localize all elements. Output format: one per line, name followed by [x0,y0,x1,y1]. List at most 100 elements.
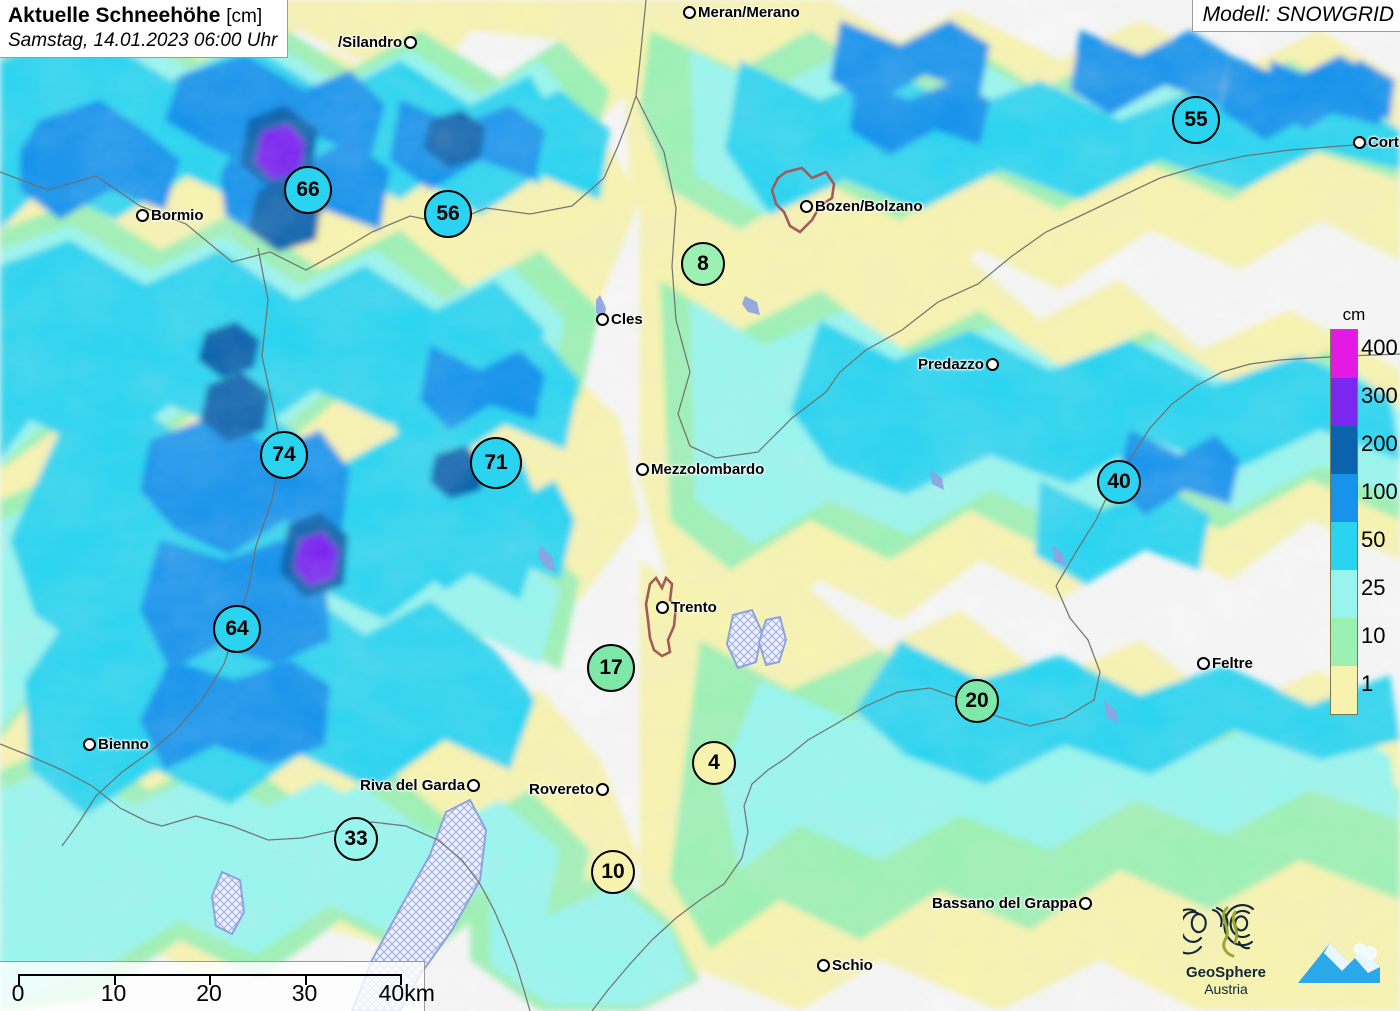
legend-swatch-100 [1331,474,1357,522]
city-label[interactable]: /Silandro [338,34,418,51]
city-name: /Silandro [338,34,403,51]
city-name: Schio [832,957,873,974]
legend: cm 400 300 200 100 50 25 10 1 [1327,305,1398,715]
city-label[interactable]: Predazzo [918,357,999,372]
city-marker-icon [636,463,649,476]
scale-label-30: 30 [291,980,318,1006]
city-marker-icon [817,959,830,972]
station-marker[interactable]: 40 [1097,460,1141,504]
legend-colorbar [1330,329,1358,715]
legend-tick-labels: 400 300 200 100 50 25 10 1 [1361,305,1400,715]
geosphere-swirl-icon [1169,904,1255,958]
station-marker[interactable]: 64 [213,605,261,653]
geosphere-austria-logo: GeoSphere Austria [1169,902,1274,997]
station-value: 71 [484,451,508,474]
city-name: Mezzolombardo [651,461,765,478]
city-marker-icon [656,601,669,614]
model-label: Modell: SNOWGRID [1202,3,1394,26]
legend-label-400: 400 [1361,335,1398,360]
city-marker-icon [596,783,610,796]
station-value: 66 [296,178,320,201]
station-value: 40 [1107,470,1131,493]
station-value: 10 [601,860,625,883]
snow-mountain-icon [1298,943,1380,983]
city-marker-icon [1197,657,1210,670]
city-name: Bormio [151,207,204,224]
city-marker-icon [1353,136,1366,149]
station-value: 8 [697,252,709,275]
city-name: Feltre [1212,655,1253,672]
city-label[interactable]: Meran/Merano [683,5,800,20]
scale-tick-20 [209,974,211,985]
legend-swatch-200 [1331,426,1357,474]
legend-label-300: 300 [1361,383,1398,408]
station-marker[interactable]: 17 [587,644,635,692]
city-marker-icon [83,738,96,751]
legend-swatch-1 [1331,666,1357,714]
station-marker[interactable]: 4 [692,741,736,785]
city-label[interactable]: Rovereto [529,781,610,798]
station-marker[interactable]: 56 [424,190,472,238]
city-label[interactable]: Bienno [83,737,149,752]
legend-swatch-50 [1331,522,1357,570]
city-label[interactable]: Trento [656,600,717,615]
station-marker[interactable]: 20 [955,679,999,723]
city-label[interactable]: Bassano del Grappa [932,896,1093,911]
city-marker-icon [985,358,999,371]
logo-group: GeoSphere Austria [1169,902,1386,997]
city-label[interactable]: Cles [596,312,643,327]
city-label[interactable]: Mezzolombardo [636,462,764,477]
scale-label-20: 20 [196,980,222,1006]
legend-label-200: 200 [1361,431,1398,456]
legend-swatch-25 [1331,570,1357,618]
station-marker[interactable]: 8 [681,242,725,286]
city-marker-icon [136,209,149,222]
city-marker-icon [800,200,813,213]
station-marker[interactable]: 71 [470,437,522,489]
scale-label-10: 10 [100,980,127,1006]
city-label[interactable]: Cortin [1353,135,1400,150]
station-value: 64 [225,617,249,640]
city-label[interactable]: Bozen/Bolzano [800,199,923,214]
city-marker-icon [467,779,481,792]
scale-bar: 0 10 20 30 40km [0,961,435,1011]
legend-label-100: 100 [1361,479,1398,504]
timestamp: Samstag, 14.01.2023 06:00 Uhr [8,30,278,51]
title-box: Aktuelle Schneehöhe [cm] Samstag, 14.01.… [0,0,289,58]
city-marker-icon [1079,897,1093,910]
scale-tick-30 [304,974,307,985]
legend-swatch-400 [1331,330,1357,378]
city-name: Trento [671,599,717,616]
city-name: Cortin [1368,134,1400,151]
station-marker[interactable]: 10 [591,850,635,894]
station-value: 17 [599,656,623,679]
legend-label-1: 1 [1361,671,1374,696]
model-box: Modell: SNOWGRID [1191,0,1400,32]
city-marker-icon [683,6,696,19]
station-value: 4 [708,751,720,774]
station-marker[interactable]: 74 [260,431,308,479]
city-label[interactable]: Schio [817,958,873,973]
city-label[interactable]: Bormio [136,208,204,223]
station-value: 55 [1184,108,1208,131]
city-name: Meran/Merano [698,4,800,21]
bozen-boundary [770,166,836,234]
city-label[interactable]: Riva del Garda [360,777,481,794]
legend-swatch-10 [1331,618,1357,666]
station-value: 33 [344,827,368,850]
legend-label-25: 25 [1361,575,1386,600]
station-marker[interactable]: 33 [334,817,378,861]
city-label[interactable]: Feltre [1197,656,1253,671]
city-name: Bienno [98,736,149,753]
geosphere-logo-line1: GeoSphere [1185,964,1267,981]
city-name: Riva del Garda [360,777,466,794]
station-marker[interactable]: 55 [1172,96,1220,144]
legend-label-10: 10 [1361,623,1386,648]
legend-swatch-300 [1331,378,1357,426]
legend-unit-label: cm [1342,305,1366,324]
city-name: Rovereto [529,781,595,798]
city-marker-icon [596,313,609,326]
station-marker[interactable]: 66 [284,166,332,214]
geosphere-logo-line2: Austria [1204,981,1248,997]
